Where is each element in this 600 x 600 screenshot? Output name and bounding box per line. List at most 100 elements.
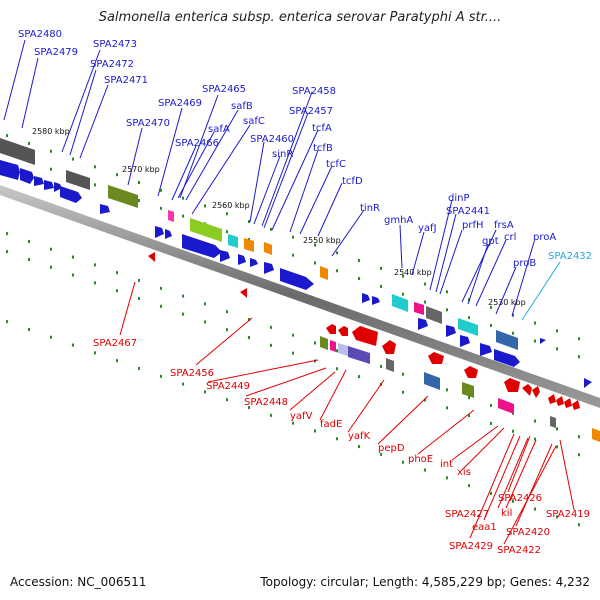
forward-leader-lines	[3, 39, 535, 317]
gene-block	[498, 398, 514, 414]
track-dot	[50, 149, 52, 153]
track-dot	[358, 375, 360, 379]
gene-label: SPA2466	[175, 138, 219, 149]
gene-block	[338, 343, 348, 356]
track-dot	[446, 290, 448, 294]
gene-label: sinR	[272, 149, 293, 160]
track-dot	[556, 515, 558, 519]
gene-arrow	[494, 349, 520, 367]
track-dot	[402, 274, 404, 278]
gene-arrow	[0, 160, 20, 180]
track-dot	[578, 435, 580, 439]
gene-label: SPA2472	[90, 59, 134, 70]
gene-arrow	[54, 182, 62, 192]
track-dot	[490, 305, 492, 309]
gene-arrow	[148, 252, 155, 262]
gene-arrow	[540, 338, 546, 344]
track-dot	[468, 316, 470, 320]
track-dot	[226, 310, 228, 314]
gene-arrow	[155, 226, 164, 238]
gene-block	[550, 416, 556, 428]
gene-label: SPA2419	[546, 509, 590, 520]
track-dot	[72, 343, 74, 347]
track-dot	[534, 437, 536, 441]
gene-arrow	[460, 335, 470, 347]
gene-label: SPA2473	[93, 39, 137, 50]
backbone	[0, 185, 600, 408]
gene-block	[244, 238, 254, 252]
track-dot	[512, 429, 514, 433]
gene-label: SPA2448	[244, 397, 288, 408]
track-dot	[292, 351, 294, 355]
track-dot	[578, 453, 580, 457]
track-dot	[534, 321, 536, 325]
track-dot	[204, 204, 206, 208]
gene-label: SPA2479	[34, 47, 78, 58]
tick-label: 2570 kbp	[122, 165, 160, 174]
track-dot	[292, 421, 294, 425]
gene-arrow	[352, 326, 378, 346]
gene-label: safA	[208, 124, 230, 135]
track-dot	[534, 339, 536, 343]
track-dot	[578, 523, 580, 527]
track-dot	[490, 491, 492, 495]
gene-arrow	[362, 293, 370, 303]
track-dot	[116, 173, 118, 177]
gene-label: yafV	[290, 411, 313, 422]
tick-label: 2560 kbp	[212, 201, 250, 210]
track-dot	[28, 327, 30, 331]
track-dot	[94, 281, 96, 285]
track-dot	[94, 351, 96, 355]
track-dot	[94, 263, 96, 267]
gene-label: tinR	[360, 203, 380, 214]
gene-arrow	[220, 250, 230, 262]
forward-labels: SPA2480 SPA2479 SPA2473 SPA2472 SPA2471 …	[18, 29, 592, 269]
track-dot	[380, 364, 382, 368]
gene-block	[108, 185, 138, 208]
track-dot	[358, 259, 360, 263]
gene-label-highlight: SPA2432	[548, 251, 592, 262]
dotted-tracks	[6, 134, 580, 527]
track-dot	[226, 398, 228, 402]
gene-block	[190, 218, 222, 242]
gene-label: proA	[533, 232, 556, 243]
reverse-blocks	[320, 336, 600, 442]
track-dot	[358, 445, 360, 449]
gene-block	[392, 294, 408, 312]
gene-arrow	[446, 325, 456, 337]
gene-label: crl	[504, 232, 516, 243]
gene-arrow	[165, 229, 172, 239]
reverse-leader-lines	[119, 281, 575, 545]
gene-block	[458, 318, 478, 336]
track-dot	[50, 247, 52, 251]
gene-label: tcfA	[312, 123, 332, 134]
track-dot	[512, 499, 514, 503]
track-dot	[446, 476, 448, 480]
track-dot	[182, 214, 184, 218]
gene-arrow	[264, 262, 274, 274]
track-dot	[28, 239, 30, 243]
gene-arrow	[372, 296, 380, 305]
track-dot	[248, 220, 250, 224]
gene-block	[0, 138, 35, 165]
track-dot	[336, 251, 338, 255]
gene-block	[264, 242, 272, 255]
gene-arrow	[34, 176, 44, 186]
track-dot	[204, 320, 206, 324]
gene-label: SPA2456	[170, 368, 214, 379]
gene-label: SPA2420	[506, 527, 550, 538]
gene-label: int	[440, 459, 453, 470]
track-dot	[534, 507, 536, 511]
track-dot	[446, 388, 448, 392]
track-dot	[72, 273, 74, 277]
gene-label: SPA2422	[497, 545, 541, 556]
gene-label: eaa1	[472, 522, 497, 533]
track-dot	[270, 325, 272, 329]
track-dot	[138, 198, 140, 202]
gene-label: yafK	[348, 431, 371, 442]
gene-arrow	[564, 398, 572, 408]
reverse-genes	[148, 252, 580, 410]
track-dot	[72, 157, 74, 161]
gene-label: tcfB	[313, 143, 333, 154]
gene-arrow	[522, 384, 532, 396]
